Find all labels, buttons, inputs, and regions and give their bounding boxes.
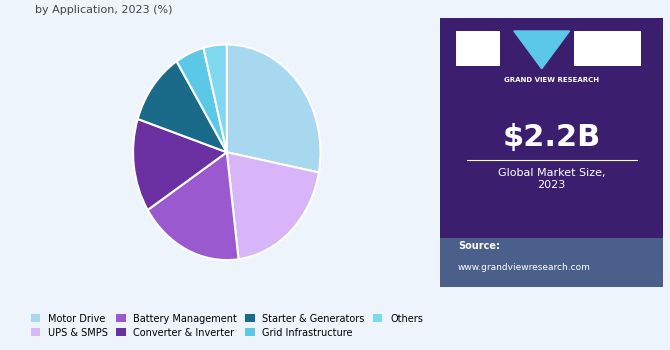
FancyBboxPatch shape [440, 238, 663, 287]
Wedge shape [147, 152, 239, 260]
FancyBboxPatch shape [440, 18, 663, 287]
Text: Source:: Source: [458, 241, 500, 251]
Wedge shape [137, 61, 227, 152]
Wedge shape [177, 48, 227, 152]
Polygon shape [514, 31, 570, 69]
Wedge shape [133, 119, 227, 210]
Text: Global Market Size,
2023: Global Market Size, 2023 [498, 168, 606, 190]
Wedge shape [227, 44, 320, 173]
Text: GRAND VIEW RESEARCH: GRAND VIEW RESEARCH [505, 77, 599, 83]
FancyBboxPatch shape [574, 31, 641, 66]
Text: $2.2B: $2.2B [502, 122, 601, 152]
Legend: Motor Drive, UPS & SMPS, Battery Management, Converter & Inverter, Starter & Gen: Motor Drive, UPS & SMPS, Battery Managem… [27, 310, 427, 342]
Text: www.grandviewresearch.com: www.grandviewresearch.com [458, 263, 591, 272]
Text: by Application, 2023 (%): by Application, 2023 (%) [35, 5, 172, 15]
FancyBboxPatch shape [456, 31, 500, 66]
Wedge shape [204, 44, 227, 152]
Wedge shape [227, 152, 319, 259]
